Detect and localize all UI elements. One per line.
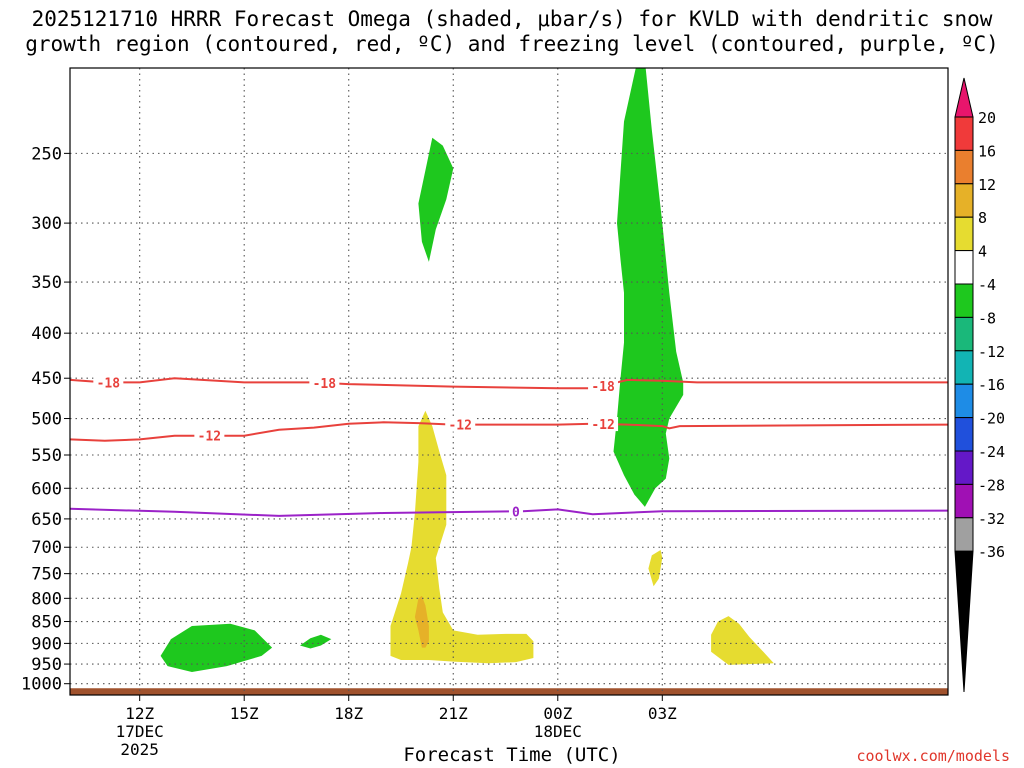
ground-band <box>70 688 948 695</box>
colorbar-label-0: 20 <box>978 109 996 127</box>
colorbar-segment-11 <box>954 450 974 485</box>
y-tick-label-400: 400 <box>31 324 62 344</box>
colorbar-segment-7 <box>954 316 974 352</box>
chart-title-line-2: growth region (contoured, red, ºC) and f… <box>25 32 999 56</box>
colorbar-segment-13 <box>954 517 974 552</box>
y-tick-label-600: 600 <box>31 479 62 499</box>
x-tick-sublabel-12Z-0: 17DEC <box>116 722 164 741</box>
colorbar-segment-4 <box>954 216 974 252</box>
y-tick-label-500: 500 <box>31 410 62 430</box>
y-tick-label-650: 650 <box>31 510 62 530</box>
y-tick-label-450: 450 <box>31 369 62 389</box>
omega-region-2 <box>418 137 454 262</box>
dgz-minus12-label-1: -12 <box>448 419 471 434</box>
x-tick-label-15Z: 15Z <box>230 704 259 723</box>
colorbar-label-6: -8 <box>978 309 996 327</box>
dgz-minus18-label-bg-0 <box>93 375 124 390</box>
x-tick-label-03Z: 03Z <box>648 704 677 723</box>
site-credit: coolwx.com/models <box>856 747 1010 765</box>
omega-region-6 <box>711 616 774 665</box>
y-tick-label-900: 900 <box>31 634 62 654</box>
x-axis-title: Forecast Time (UTC) <box>403 744 621 766</box>
chart-title-line-1: 2025121710 HRRR Forecast Omega (shaded, … <box>31 7 993 31</box>
dgz-minus12-label-0: -12 <box>198 430 221 445</box>
x-tick-label-18Z: 18Z <box>334 704 363 723</box>
colorbar-segment-8 <box>954 350 974 385</box>
dgz-minus18-line <box>70 377 948 390</box>
dgz-minus12-label-bg-1 <box>445 417 476 432</box>
colorbar-label-3: 8 <box>978 209 987 227</box>
colorbar-label-7: -12 <box>978 343 1005 361</box>
colorbar-bottom-arrow <box>954 550 974 693</box>
omega-region-4 <box>390 410 534 664</box>
colorbar-label-2: 12 <box>978 176 996 194</box>
colorbar-segment-5 <box>954 250 974 285</box>
y-tick-label-750: 750 <box>31 565 62 585</box>
omega-region-5 <box>648 550 663 587</box>
colorbar-segment-9 <box>954 383 974 419</box>
omega-colorbar: 20 16 12 8 4 -4 -8 -12 -16 -20 -24 -28 -32 -36 <box>954 77 1005 693</box>
dgz-minus18-label-bg-2 <box>588 378 619 393</box>
plot-frame <box>69 67 949 696</box>
y-tick-label-700: 700 <box>31 538 62 558</box>
colorbar-label-8: -16 <box>978 376 1005 394</box>
colorbar-segment-6 <box>954 283 974 318</box>
y-tick-label-550: 550 <box>31 446 62 466</box>
y-tick-label-950: 950 <box>31 655 62 675</box>
y-tick-label-250: 250 <box>31 144 62 164</box>
colorbar-label-10: -24 <box>978 443 1005 461</box>
dgz-minus12-label-bg-0 <box>194 428 225 443</box>
x-tick-label-00Z: 00Z <box>543 704 572 723</box>
x-tick-sublabel-12Z-1: 2025 <box>120 740 159 759</box>
colorbar-label-11: -28 <box>978 476 1005 494</box>
x-tick-sublabel-00Z-0: 18DEC <box>534 722 582 741</box>
colorbar-label-5: -4 <box>978 276 996 294</box>
grid-lines <box>70 68 948 695</box>
y-tick-label-300: 300 <box>31 214 62 234</box>
dgz-minus12-line <box>70 421 948 442</box>
colorbar-segment-10 <box>954 417 974 452</box>
omega-region-3 <box>613 68 684 507</box>
y-tick-label-350: 350 <box>31 273 62 293</box>
contour-lines: -18 -18 -18 -12 -12 -12 0 <box>70 375 948 520</box>
y-axis: 2503003504004505005506006507007508008509… <box>21 144 70 695</box>
colorbar-top-arrow <box>954 77 974 118</box>
omega-region-7 <box>414 595 429 648</box>
colorbar-label-12: -32 <box>978 510 1005 528</box>
colorbar-segment-2 <box>954 149 974 185</box>
colorbar-segment-12 <box>954 483 974 519</box>
dgz-minus18-label-2: -18 <box>591 380 615 395</box>
y-tick-label-800: 800 <box>31 589 62 609</box>
freezing-level-label-0: 0 <box>512 505 520 520</box>
plot-area <box>70 68 948 695</box>
omega-region-0 <box>160 623 273 672</box>
colorbar-segment-1 <box>954 116 974 151</box>
dgz-minus18-label-0: -18 <box>97 376 121 391</box>
colorbar-label-13: -36 <box>978 543 1005 561</box>
dgz-minus18-label-bg-1 <box>309 375 340 390</box>
colorbar-label-4: 4 <box>978 243 987 261</box>
dgz-minus12-label-bg-2 <box>588 417 619 432</box>
x-tick-label-21Z: 21Z <box>439 704 468 723</box>
colorbar-segment-3 <box>954 183 974 218</box>
freezing-level-label-bg-0 <box>508 504 523 519</box>
dgz-minus12-label-2: -12 <box>591 418 614 433</box>
y-tick-label-850: 850 <box>31 613 62 633</box>
omega-region-1 <box>300 634 332 649</box>
colorbar-label-9: -20 <box>978 410 1005 428</box>
y-tick-label-1000: 1000 <box>21 675 62 695</box>
dgz-minus18-label-1: -18 <box>313 377 337 392</box>
x-tick-label-12Z: 12Z <box>125 704 154 723</box>
colorbar-label-1: 16 <box>978 142 996 160</box>
